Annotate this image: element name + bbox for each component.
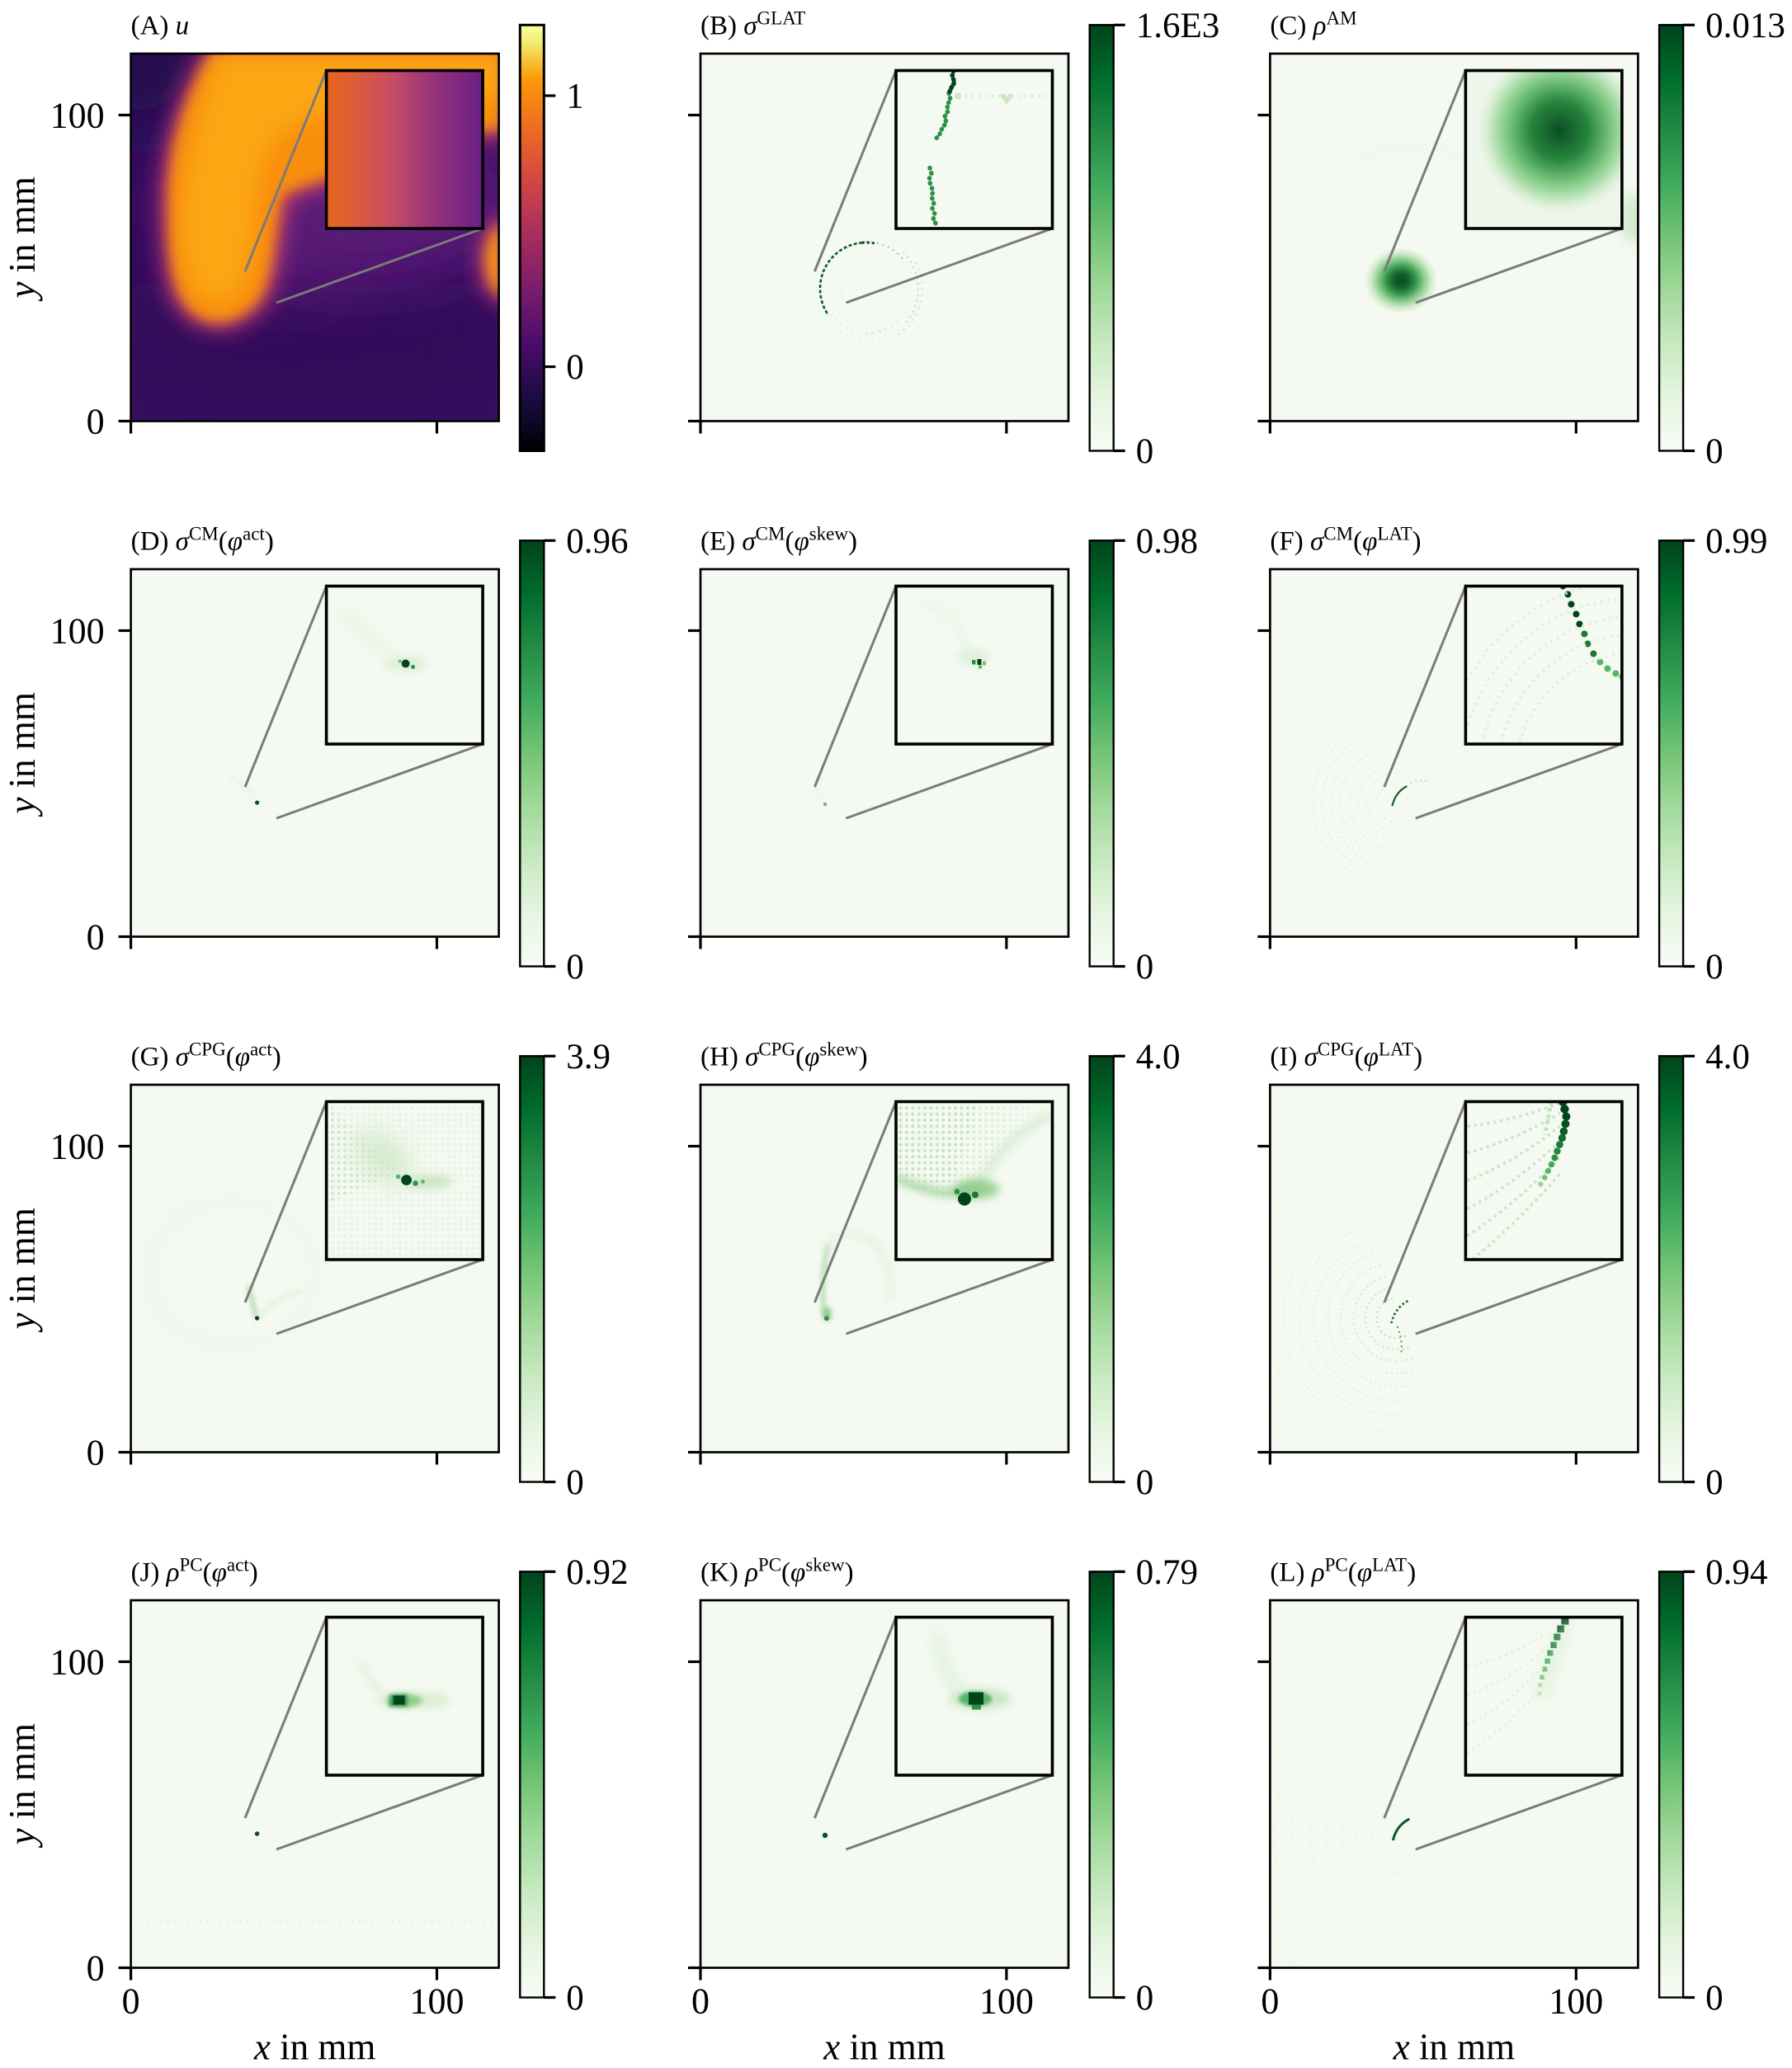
- svg-text:x in mm: x in mm: [253, 2027, 376, 2068]
- svg-text:1: 1: [566, 78, 584, 116]
- svg-text:0.013: 0.013: [1705, 7, 1785, 45]
- svg-text:100: 100: [50, 96, 105, 136]
- svg-text:100: 100: [50, 611, 105, 652]
- svg-text:100: 100: [50, 1642, 105, 1683]
- svg-text:(H) σCPG(φskew): (H) σCPG(φskew): [700, 1039, 868, 1072]
- svg-text:100: 100: [979, 1981, 1034, 2022]
- svg-text:0: 0: [1136, 1979, 1154, 2018]
- svg-text:0: 0: [566, 1463, 584, 1502]
- svg-text:0: 0: [566, 348, 584, 387]
- svg-text:(A) u: (A) u: [131, 12, 190, 41]
- svg-text:0: 0: [1136, 432, 1154, 471]
- svg-text:(K) ρPC(φskew): (K) ρPC(φskew): [700, 1555, 854, 1588]
- svg-text:(C) ρAM: (C) ρAM: [1270, 8, 1356, 41]
- svg-text:(J) ρPC(φact): (J) ρPC(φact): [131, 1555, 258, 1588]
- svg-text:0: 0: [87, 1948, 105, 1989]
- svg-text:x in mm: x in mm: [1393, 2027, 1516, 2068]
- svg-text:100: 100: [50, 1127, 105, 1167]
- svg-text:1.6E3: 1.6E3: [1136, 7, 1220, 45]
- svg-text:100: 100: [410, 1981, 465, 2022]
- svg-text:0: 0: [1261, 1981, 1279, 2022]
- svg-text:(F) σCM(φLAT): (F) σCM(φLAT): [1270, 524, 1421, 557]
- svg-text:0: 0: [87, 1433, 105, 1473]
- svg-text:0.96: 0.96: [566, 522, 628, 561]
- svg-text:0: 0: [566, 948, 584, 987]
- svg-text:4.0: 4.0: [1705, 1038, 1750, 1076]
- svg-text:0: 0: [122, 1981, 140, 2022]
- svg-text:y in mm: y in mm: [2, 692, 43, 817]
- svg-text:0: 0: [87, 402, 105, 442]
- svg-text:0: 0: [566, 1979, 584, 2018]
- svg-text:0.99: 0.99: [1705, 522, 1767, 561]
- svg-text:4.0: 4.0: [1136, 1038, 1181, 1076]
- svg-text:3.9: 3.9: [566, 1038, 611, 1076]
- svg-text:0: 0: [87, 917, 105, 958]
- svg-text:0: 0: [1705, 1463, 1724, 1502]
- svg-text:0.94: 0.94: [1705, 1553, 1767, 1592]
- svg-text:0.98: 0.98: [1136, 522, 1198, 561]
- svg-text:x in mm: x in mm: [823, 2027, 946, 2068]
- svg-text:0.79: 0.79: [1136, 1553, 1198, 1592]
- svg-text:y in mm: y in mm: [2, 1208, 43, 1333]
- svg-text:0: 0: [1136, 1463, 1154, 1502]
- svg-text:0: 0: [1705, 1979, 1724, 2018]
- svg-text:0: 0: [1705, 948, 1724, 987]
- svg-text:y in mm: y in mm: [2, 1723, 43, 1849]
- svg-text:0: 0: [691, 1981, 710, 2022]
- svg-text:y in mm: y in mm: [2, 177, 43, 302]
- svg-text:100: 100: [1549, 1981, 1603, 2022]
- svg-text:0: 0: [1705, 432, 1724, 471]
- svg-text:0: 0: [1136, 948, 1154, 987]
- svg-text:(B) σGLAT: (B) σGLAT: [700, 8, 805, 41]
- svg-text:0.92: 0.92: [566, 1553, 628, 1592]
